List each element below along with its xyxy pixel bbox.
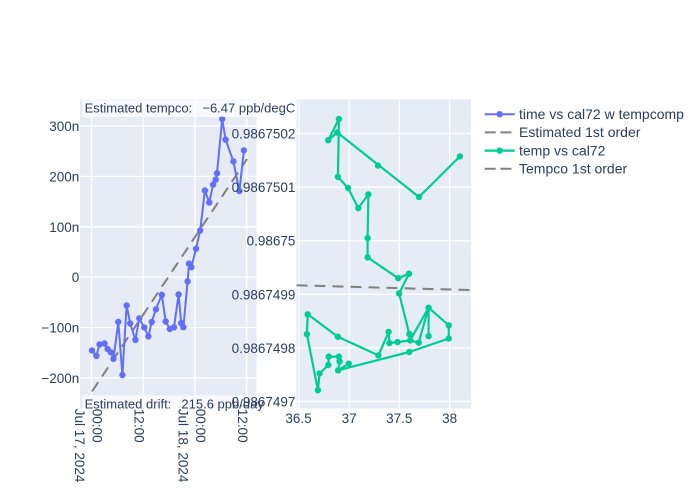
svg-text:Estimated tempco: −6.47 ppb/d: Estimated tempco: −6.47 ppb/degC	[85, 101, 296, 116]
svg-text:37.5: 37.5	[386, 411, 412, 426]
svg-text:−100n: −100n	[41, 321, 79, 336]
svg-text:Tempco 1st order: Tempco 1st order	[519, 161, 627, 177]
svg-text:Estimated 1st order: Estimated 1st order	[519, 124, 641, 140]
svg-text:0.9867501: 0.9867501	[232, 180, 296, 195]
svg-text:time vs cal72 w tempcomp: time vs cal72 w tempcomp	[519, 106, 684, 122]
svg-text:temp vs cal72: temp vs cal72	[519, 142, 606, 158]
svg-text:300n: 300n	[49, 119, 79, 134]
svg-text:Estimated drift: 215.6 ppb/da: Estimated drift: 215.6 ppb/day	[85, 396, 265, 411]
svg-text:100n: 100n	[49, 220, 79, 235]
svg-text:−200n: −200n	[41, 371, 79, 386]
svg-text:12:00: 12:00	[235, 409, 250, 443]
svg-text:0.9867497: 0.9867497	[232, 395, 296, 410]
svg-text:0.9867498: 0.9867498	[232, 341, 296, 356]
svg-text:0.9867502: 0.9867502	[232, 127, 296, 142]
svg-text:00:00Jul 17, 2024: 00:00Jul 17, 2024	[72, 409, 105, 483]
svg-text:0: 0	[72, 270, 80, 285]
svg-text:00:00Jul 18, 2024: 00:00Jul 18, 2024	[176, 409, 209, 483]
svg-text:37: 37	[342, 411, 357, 426]
svg-text:38: 38	[442, 411, 457, 426]
svg-text:200n: 200n	[49, 169, 79, 184]
svg-text:36.5: 36.5	[285, 411, 311, 426]
svg-text:0.98675: 0.98675	[247, 234, 296, 249]
svg-text:12:00: 12:00	[132, 409, 147, 443]
svg-text:0.9867499: 0.9867499	[232, 287, 296, 302]
